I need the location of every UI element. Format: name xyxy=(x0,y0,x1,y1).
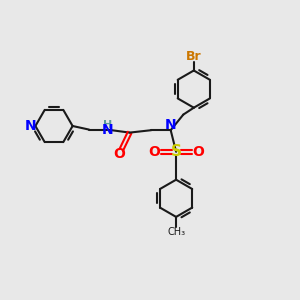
Text: O: O xyxy=(113,148,125,161)
Text: N: N xyxy=(102,123,113,136)
Text: CH₃: CH₃ xyxy=(167,227,185,237)
Text: Br: Br xyxy=(186,50,202,64)
Text: N: N xyxy=(165,118,176,132)
Text: O: O xyxy=(192,145,204,159)
Text: H: H xyxy=(103,119,112,130)
Text: O: O xyxy=(148,145,160,159)
Text: N: N xyxy=(25,119,37,133)
Text: S: S xyxy=(171,144,182,159)
